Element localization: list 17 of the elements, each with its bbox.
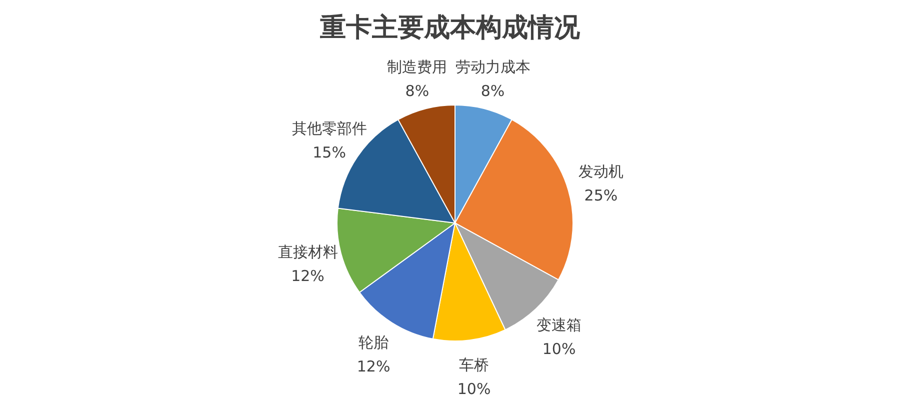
slice-label: 制造费用 [387,58,448,76]
slice-label: 其他零部件 [292,120,367,138]
slice-label: 变速箱 [536,316,582,334]
chart-title: 重卡主要成本构成情况 [319,12,581,45]
data-label: 15% [312,144,346,162]
data-label: 12% [291,266,324,285]
data-label: 10% [542,340,576,358]
data-label: 25% [584,186,618,205]
data-label: 10% [457,380,491,398]
slice-label: 发动机 [578,162,624,181]
data-label: 8% [480,82,505,100]
data-label: 8% [405,82,430,100]
slice-label: 直接材料 [278,242,338,261]
slice-label: 轮胎 [358,333,389,352]
slice-label: 劳动力成本 [455,58,530,76]
slice-label: 车桥 [459,356,490,374]
data-label: 12% [356,357,390,376]
